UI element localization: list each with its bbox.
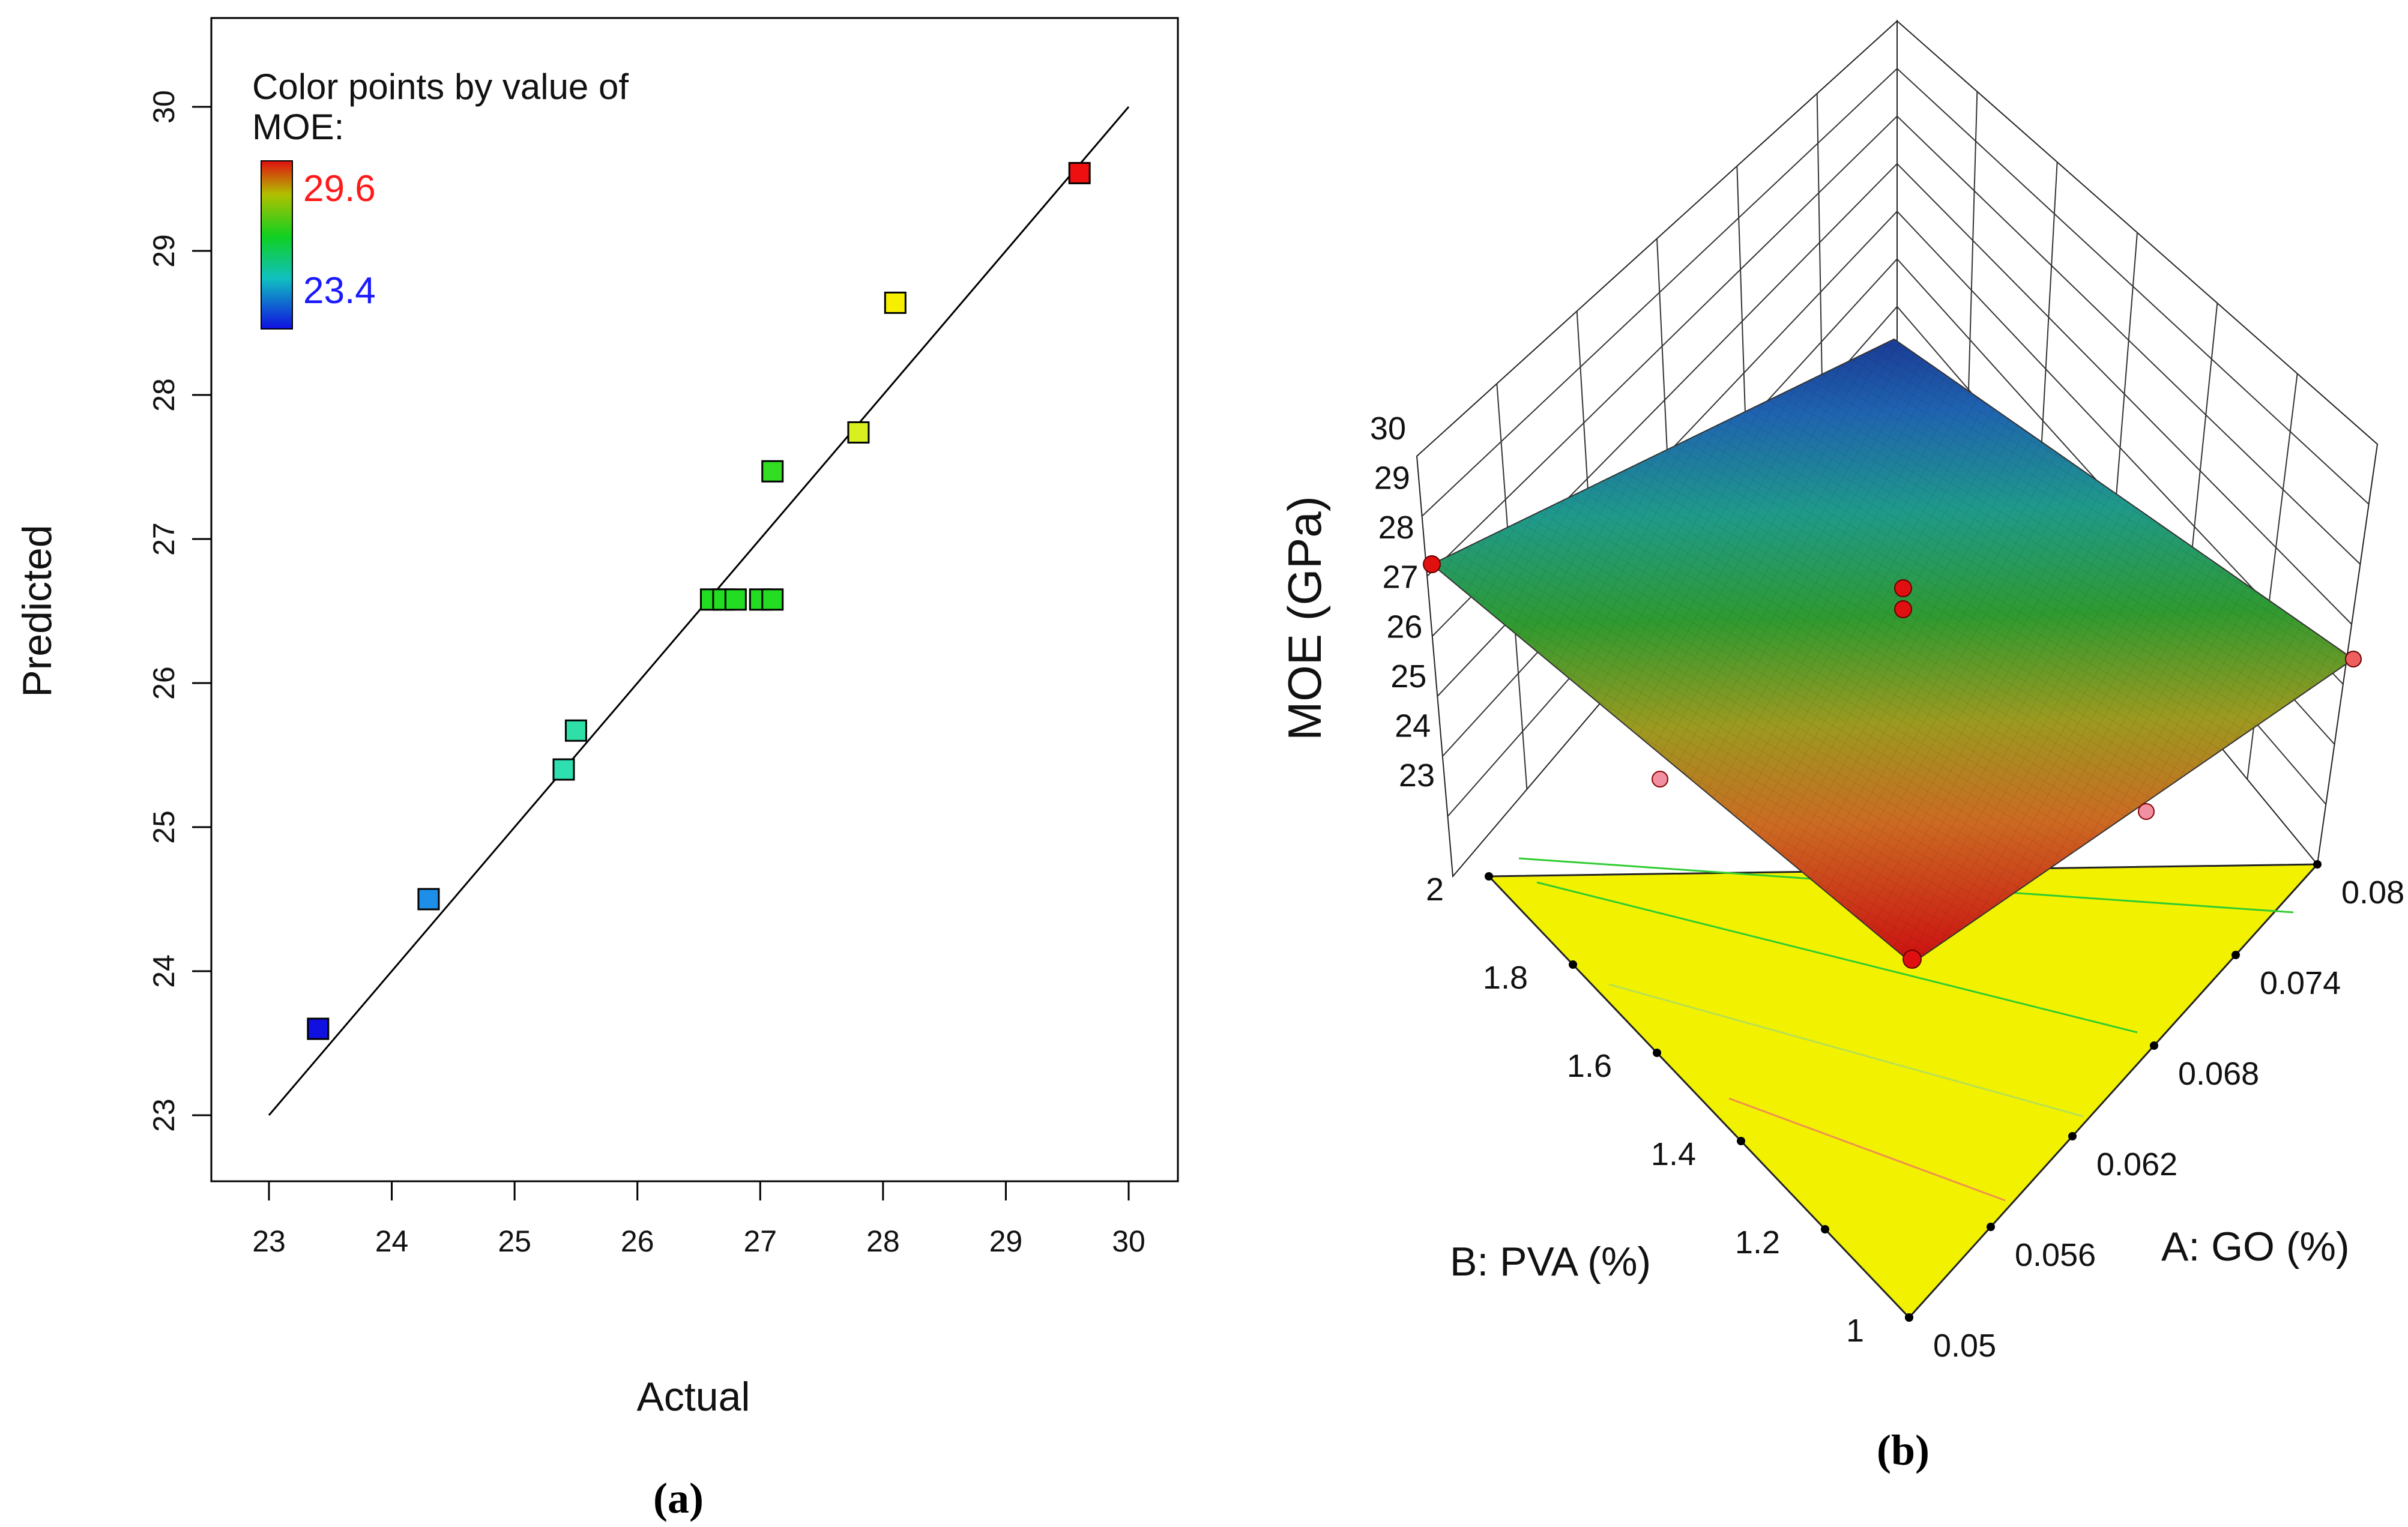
data-point [724,588,747,611]
data-point [552,758,575,781]
panel-b-pva-axis-label: B: PVA (%) [1450,1239,1651,1285]
y-tick-label: 30 [147,90,181,124]
x-tick-label: 30 [1112,1224,1145,1258]
design-point-center-2 [1894,600,1912,618]
y-tick-label: 29 [147,234,181,268]
reference-line [268,106,1130,1116]
pva-tick-label: 1.4 [1651,1136,1696,1172]
x-tick-label: 23 [252,1224,286,1258]
data-point [564,719,587,742]
z-tick-label: 24 [1395,708,1431,744]
data-point [417,888,440,911]
wall-grid-line [1426,115,1898,577]
panel-a-predicted-vs-actual: 23 24 25 26 27 28 29 30 23 24 25 26 27 28 29 30 Actual… [14,17,1179,1522]
design-points [1423,555,2362,969]
go-tick-mark [1987,1223,1995,1231]
panel-a-y-axis-label: Predicted [14,525,60,697]
design-point-left [1423,555,1441,573]
design-point-right [2345,651,2362,667]
floor-point-left [1652,771,1668,788]
response-surface-mesh [1432,339,2353,963]
data-point [884,291,907,314]
floor-point-right [2138,803,2155,820]
design-point-front [1903,950,1922,969]
go-tick-label: 0.08 [2341,875,2404,911]
go-tick-mark [1905,1313,1913,1322]
pva-tick-mark [1737,1137,1745,1145]
panel-a-x-ticks: 23 24 25 26 27 28 29 30 [252,1181,1145,1258]
wall-grid-line [1421,68,1898,517]
legend-min-label: 23.4 [303,270,376,312]
pva-tick-mark [1569,960,1577,969]
data-point [761,460,784,483]
pva-tick-label: 1 [1846,1313,1864,1349]
floor-contour-2 [1536,881,2138,1034]
z-tick-label: 25 [1390,658,1426,694]
go-tick-label: 0.062 [2096,1146,2177,1182]
x-tick-label: 28 [866,1224,900,1258]
pva-tick-mark [1485,872,1493,881]
floor-contour-4 [1728,1097,2006,1202]
z-tick-label: 29 [1374,460,1410,496]
pva-tick-mark [1653,1049,1661,1057]
panel-a-points [307,161,1091,1040]
panel-a-plot-frame [210,17,1179,1182]
legend-color-bar [261,160,293,330]
go-tick-mark [2313,860,2322,869]
panel-a-y-ticks: 23 24 25 26 27 28 29 30 [147,90,211,1132]
pva-tick-label: 2 [1426,872,1444,908]
go-tick-label: 0.074 [2260,965,2341,1001]
legend-title-line1: Color points by value of [252,67,629,107]
pva-tick-mark [1821,1225,1829,1233]
pva-tick-label: 1.8 [1483,960,1528,996]
panel-b-go-ticks: 0.05 0.056 0.062 0.068 0.074 0.08 [1905,860,2404,1364]
legend-title-line2: MOE: [252,107,344,147]
caption-b: (b) [1877,1426,1930,1474]
y-tick-label: 28 [147,378,181,412]
panel-b-z-axis-label: MOE (GPa) [1278,496,1331,740]
pva-tick-label: 1.6 [1567,1048,1612,1084]
y-tick-label: 26 [147,666,181,700]
y-tick-label: 25 [147,810,181,844]
go-tick-label: 0.05 [1933,1328,1996,1364]
x-tick-label: 24 [375,1224,409,1258]
color-legend: Color points by value of MOE: 29.6 23.4 [252,67,629,330]
panel-b-z-ticks: 23 24 25 26 27 28 29 30 [1370,411,1435,794]
pva-tick-label: 1.2 [1735,1224,1780,1260]
floor-contour-3 [1608,983,2084,1118]
x-tick-label: 26 [621,1224,654,1258]
data-point [307,1017,330,1040]
panel-a-x-axis-label: Actual [637,1374,750,1420]
y-tick-label: 24 [147,954,181,988]
data-point [847,421,870,444]
panel-b-go-axis-label: A: GO (%) [2161,1224,2350,1269]
z-tick-label: 30 [1370,411,1406,447]
data-point [761,588,784,611]
data-point [1068,161,1091,184]
x-tick-label: 29 [989,1224,1023,1258]
go-tick-mark [2068,1132,2077,1140]
design-point-center-1 [1894,579,1912,597]
y-tick-label: 27 [147,522,181,556]
z-tick-label: 26 [1386,609,1422,645]
panel-b-pva-ticks: 1 1.2 1.4 1.6 1.8 2 [1426,872,1913,1349]
z-tick-label: 27 [1382,559,1418,595]
y-tick-label: 23 [147,1098,181,1132]
wall-grid-line [1966,91,1978,439]
go-tick-mark [2231,951,2240,959]
go-tick-mark [2150,1041,2158,1050]
legend-max-label: 29.6 [303,168,376,209]
z-tick-label: 23 [1399,757,1435,794]
x-tick-label: 27 [743,1224,777,1258]
x-tick-label: 25 [498,1224,531,1258]
caption-a: (a) [653,1474,704,1522]
z-tick-label: 28 [1378,510,1414,546]
go-tick-label: 0.056 [2015,1237,2096,1273]
go-tick-label: 0.068 [2178,1056,2259,1092]
